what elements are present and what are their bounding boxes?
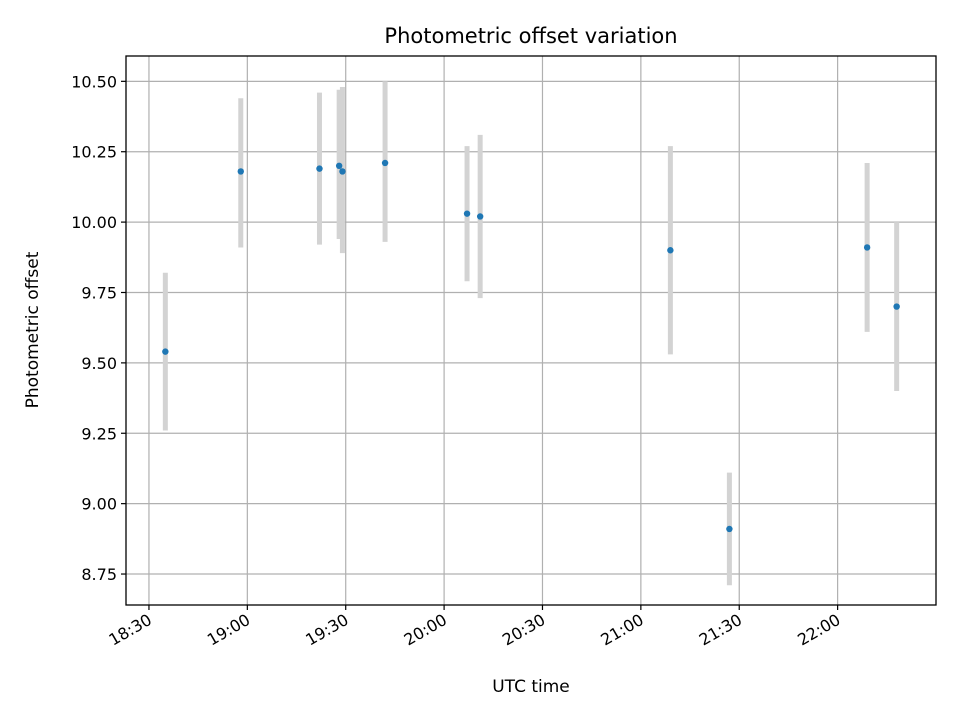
y-tick-label: 9.50 xyxy=(81,354,117,373)
y-tick-label: 8.75 xyxy=(81,565,117,584)
x-tick-label: 18:30 xyxy=(106,610,155,650)
data-point xyxy=(381,159,389,167)
x-tick-label: 19:00 xyxy=(204,610,253,650)
y-tick-label: 9.75 xyxy=(81,283,117,302)
data-point xyxy=(463,210,471,217)
data-point xyxy=(335,162,343,169)
x-axis: 18:30 19:00 19:30 20:00 20:30 21:00 21:30 22:00 xyxy=(106,605,844,650)
grid xyxy=(126,56,936,605)
x-tick-label: 21:00 xyxy=(597,610,646,650)
x-tick-label: 22:00 xyxy=(794,610,843,650)
y-tick-label: 10.50 xyxy=(71,72,117,91)
y-axis: 8.75 9.00 9.25 9.50 9.75 10.00 10.25 10.50 xyxy=(71,72,126,584)
y-axis-label: Photometric offset xyxy=(23,251,43,408)
x-tick-label: 20:00 xyxy=(401,610,450,650)
y-tick-label: 10.00 xyxy=(71,213,117,232)
data-points xyxy=(162,159,900,533)
data-point xyxy=(339,168,346,175)
data-point xyxy=(316,165,323,172)
plot-frame xyxy=(125,55,937,606)
data-point xyxy=(667,247,674,254)
data-point xyxy=(476,213,484,220)
x-tick-label: 20:30 xyxy=(499,610,548,650)
x-axis-label: UTC time xyxy=(492,677,570,697)
x-tick-label: 21:30 xyxy=(696,610,745,650)
data-point xyxy=(893,303,900,310)
x-tick-label: 19:30 xyxy=(302,610,351,650)
chart-title: Photometric offset variation xyxy=(384,24,677,48)
y-tick-label: 9.00 xyxy=(81,495,117,514)
data-point xyxy=(237,168,244,175)
y-tick-label: 10.25 xyxy=(71,143,117,162)
data-point xyxy=(863,244,871,251)
data-point xyxy=(162,348,169,355)
error-bars xyxy=(162,81,900,586)
y-tick-label: 9.25 xyxy=(81,424,117,443)
data-point xyxy=(726,525,733,533)
